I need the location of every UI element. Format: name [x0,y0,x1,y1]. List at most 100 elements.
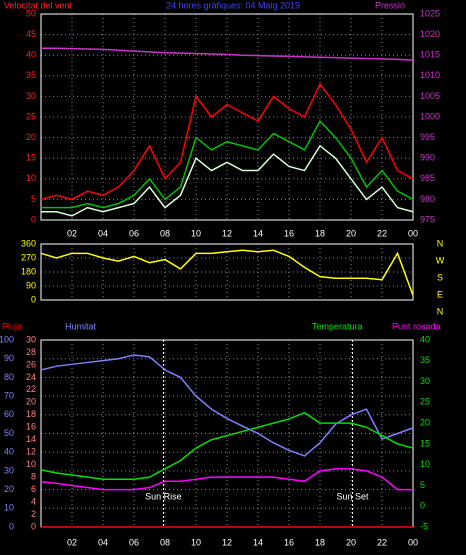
series-line [41,47,414,61]
y-tick-label: 4 [31,496,36,506]
x-tick-label: 18 [315,228,325,238]
y-tick-label: 0 [9,521,14,531]
y-tick-label: 22 [26,384,36,394]
legend-label: Pluja [2,321,22,331]
y-tick-label: 180 [21,266,36,276]
y-tick-label: 10 [26,459,36,469]
y-tick-label: 40 [4,447,14,457]
y-tick-label: 1015 [420,50,440,60]
y-tick-label: 5 [420,480,425,490]
y-tick-label: 70 [4,390,14,400]
y-tick-label: 40 [26,50,36,60]
y-tick-label: 25 [420,397,430,407]
y-tick-label: 985 [420,173,435,183]
y-axis-label: Velocitat del vent [4,0,73,10]
x-tick-label: 10 [191,228,201,238]
y-tick-label: 45 [26,29,36,39]
y-tick-label: 30 [26,334,36,344]
legend-label: Punt rosada [392,321,441,331]
y-tick-label: 10 [420,459,430,469]
x-tick-label: 00 [408,228,418,238]
y-tick-label: 1020 [420,29,440,39]
y-tick-label: 10 [4,503,14,513]
y-tick-label: -5 [420,521,428,531]
compass-label: N [437,238,444,248]
y-tick-label: 1005 [420,91,440,101]
y-tick-label: 1025 [420,8,440,18]
y-tick-label: 0 [31,214,36,224]
y-tick-label: 360 [21,238,36,248]
y-tick-label: 16 [26,422,36,432]
plot-frame [40,13,414,221]
x-tick-label: 22 [377,228,387,238]
y-tick-label: 20 [26,132,36,142]
x-tick-label: 10 [191,537,201,547]
x-tick-label: 22 [377,537,387,547]
x-tick-label: 00 [408,537,418,547]
x-tick-label: 04 [98,228,108,238]
y-tick-label: 40 [420,334,430,344]
x-tick-label: 08 [160,537,170,547]
x-tick-label: 20 [346,537,356,547]
y-tick-label: 975 [420,214,435,224]
y-tick-label: 35 [420,355,430,365]
y-tick-label: 20 [26,397,36,407]
x-tick-label: 16 [284,537,294,547]
series-line [41,144,414,217]
y-tick-label: 100 [0,334,14,344]
y-tick-label: 25 [26,111,36,121]
y-tick-label: 0 [420,501,425,511]
y-tick-label: 15 [420,438,430,448]
y-tick-label: 30 [4,465,14,475]
y-tick-label: 990 [420,153,435,163]
compass-label: N [437,306,444,316]
x-tick-label: 18 [315,537,325,547]
y-tick-label: 270 [21,252,36,262]
y-tick-label: 18 [26,409,36,419]
series-line [40,354,414,457]
y-tick-label: 995 [420,132,435,142]
series-line [40,468,413,491]
y-tick-label: 12 [26,447,36,457]
y-tick-label: 8 [31,472,36,482]
x-tick-label: 14 [253,537,263,547]
compass-label: S [437,272,443,282]
legend-label: Temperatura [312,321,363,331]
series-line [41,119,414,209]
x-tick-label: 08 [160,228,170,238]
y-tick-label: 14 [26,434,36,444]
y-tick-label: 50 [4,428,14,438]
legend-label: Humitat [65,321,97,331]
y-tick-label: 1000 [420,111,440,121]
y-tick-label: 60 [4,409,14,419]
x-tick-label: 16 [284,228,294,238]
y-tick-label: 30 [26,91,36,101]
series-line [40,82,414,201]
y2-axis-label: Pressió [375,0,405,10]
x-tick-label: 20 [346,228,356,238]
y-tick-label: 20 [4,484,14,494]
y-tick-label: 20 [420,417,430,427]
y-tick-label: 6 [31,484,36,494]
chart-title: 24 hores gràfiques: 04 Maig 2019 [166,0,300,10]
annotation-label: Sun Rise [145,491,182,501]
y-tick-label: 1010 [420,70,440,80]
x-tick-label: 12 [222,228,232,238]
x-tick-label: 06 [129,537,139,547]
x-tick-label: 14 [253,228,263,238]
y-tick-label: 90 [4,353,14,363]
y-tick-label: 24 [26,372,36,382]
y-tick-label: 26 [26,359,36,369]
y-tick-label: 980 [420,194,435,204]
y-tick-label: 80 [4,372,14,382]
y-tick-label: 5 [31,194,36,204]
compass-label: E [437,289,443,299]
x-tick-label: 04 [98,537,108,547]
y-tick-label: 30 [420,376,430,386]
plot-frame [40,243,414,301]
y-tick-label: 2 [31,509,36,519]
x-tick-label: 06 [129,228,139,238]
y-tick-label: 28 [26,347,36,357]
